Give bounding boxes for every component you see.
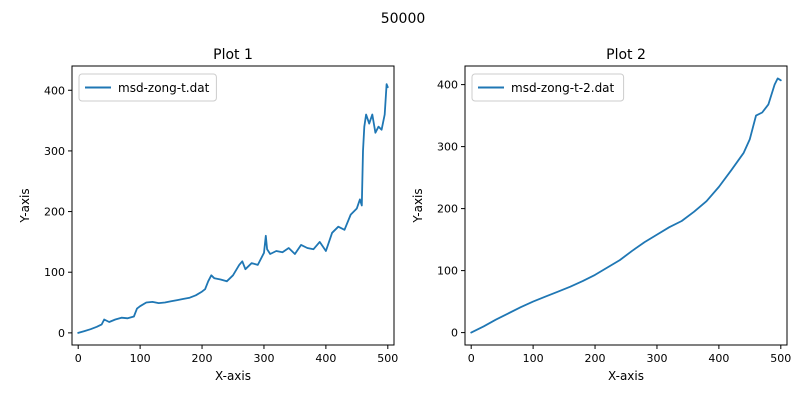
x-tick-label: 200 (192, 352, 213, 365)
y-tick-label: 100 (44, 266, 65, 279)
x-axis-label: X-axis (215, 369, 251, 383)
plot-2: 0 100 200 300 400 500 0 100 200 300 400 Plot 2 X-axi… (411, 47, 791, 383)
x-axis-label: X-axis (608, 369, 644, 383)
y-tick-label: 400 (437, 79, 458, 92)
x-tick-label: 0 (468, 352, 475, 365)
y-tick-label: 300 (437, 141, 458, 154)
legend-label: msd-zong-t-2.dat (511, 81, 615, 95)
plot-title: Plot 2 (606, 47, 646, 63)
legend: msd-zong-t-2.dat (471, 73, 625, 102)
y-tick-label: 300 (44, 145, 65, 158)
y-tick-label: 200 (44, 206, 65, 219)
plot-title: Plot 1 (213, 47, 253, 63)
x-tick-label: 300 (646, 352, 667, 365)
y-tick-label: 0 (451, 327, 458, 340)
legend: msd-zong-t.dat (78, 73, 217, 102)
x-tick-label: 400 (708, 352, 729, 365)
legend-label: msd-zong-t.dat (118, 81, 210, 95)
y-tick-label: 200 (437, 203, 458, 216)
x-tick-label: 300 (253, 352, 274, 365)
axes-frame (71, 65, 395, 346)
y-axis-label: Y-axis (18, 188, 32, 223)
x-tick-label: 0 (75, 352, 82, 365)
legend-box (471, 73, 625, 102)
x-tick-label: 500 (770, 352, 791, 365)
figure-suptitle: 50000 (381, 11, 426, 27)
y-tick-label: 0 (58, 327, 65, 340)
y-axis-label: Y-axis (411, 188, 425, 223)
x-tick-label: 200 (585, 352, 606, 365)
legend-box (78, 73, 217, 102)
x-tick-label: 100 (130, 352, 151, 365)
plot-1: 0 100 200 300 400 500 0 100 200 300 400 Plot 1 X-axi… (18, 47, 398, 383)
series-line-1 (470, 77, 782, 334)
series-line-1 (77, 83, 389, 334)
axes-frame (464, 65, 788, 346)
y-tick-label: 100 (437, 265, 458, 278)
y-tick-label: 400 (44, 84, 65, 97)
x-tick-label: 100 (523, 352, 544, 365)
x-tick-label: 400 (315, 352, 336, 365)
x-tick-label: 500 (377, 352, 398, 365)
